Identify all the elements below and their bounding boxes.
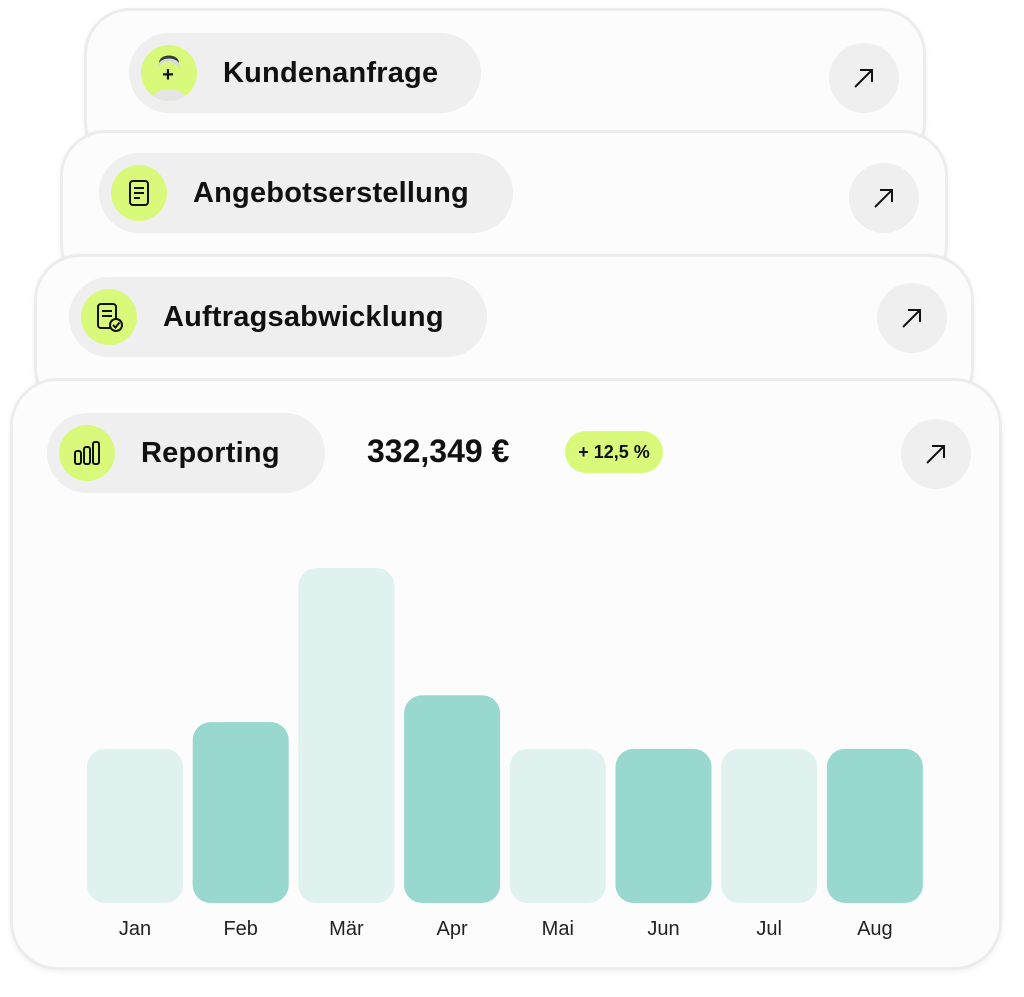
card-title: Angebotserstellung [193,176,469,209]
arrow-up-right-icon [874,189,893,208]
change-badge: + 12,5 % [565,431,663,473]
arrow-up-right-icon [854,69,873,88]
bar-chart-icon [59,425,115,481]
open-button[interactable] [901,419,971,489]
bar-jan [87,748,183,903]
pill-auftragsabwicklung[interactable]: Auftragsabwicklung [69,277,487,357]
open-button[interactable] [877,283,947,353]
bar-mai [509,748,606,903]
card-title: Kundenanfrage [223,56,439,89]
reporting-amount: 332,349 € [367,433,510,469]
avatar-plus-icon: + [141,45,197,101]
card-reporting: Jan Feb Mär Apr Mai Jun Jul Aug Reporting 332,3… [10,378,1002,970]
card-title: Auftragsabwicklung [163,300,444,333]
pill-reporting[interactable]: Reporting [47,413,325,493]
bar-aug [826,748,923,903]
open-button[interactable] [849,163,919,233]
document-check-icon [81,289,137,345]
x-tick-label: Jun [647,918,679,940]
x-tick-label: Aug [857,918,893,940]
bar-feb [192,722,289,903]
reporting-bar-chart: Jan Feb Mär Apr Mai Jun Jul Aug [87,568,923,940]
x-tick-label: Feb [223,918,257,940]
bar-jul [721,748,818,903]
arrow-up-right-icon [902,309,921,328]
bar-jun [615,748,712,903]
pill-angebotserstellung[interactable]: Angebotserstellung [99,153,513,233]
x-tick-label: Apr [437,918,468,940]
x-tick-label: Jul [756,918,782,940]
x-tick-label: Jan [119,918,151,940]
open-button[interactable] [829,43,899,113]
arrow-up-right-icon [926,445,945,464]
x-tick-label: Mär [329,918,364,940]
document-icon [111,165,167,221]
card-title: Reporting [141,436,280,469]
pill-kundenanfrage[interactable]: + Kundenanfrage [129,33,481,113]
bar-apr [404,695,501,903]
x-tick-label: Mai [542,918,574,940]
bar-mär [298,568,395,903]
